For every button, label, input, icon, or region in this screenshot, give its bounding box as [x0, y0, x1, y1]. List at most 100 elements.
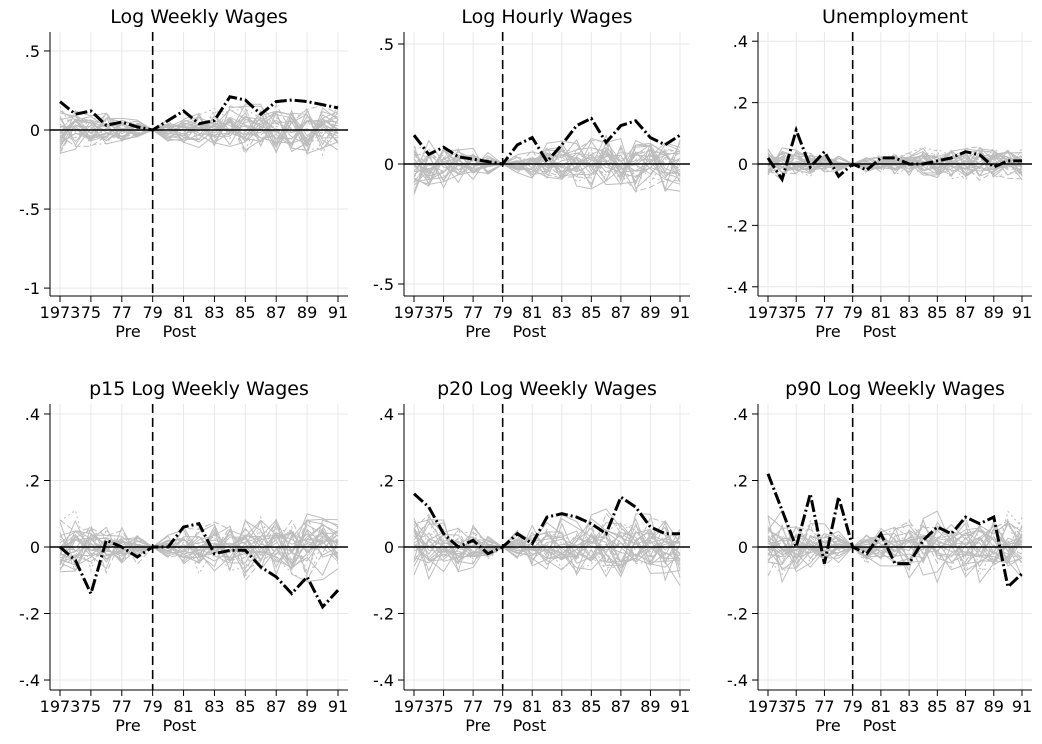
comparison-line — [59, 118, 339, 140]
comparison-line — [59, 519, 339, 572]
x-tick-label: 77 — [814, 697, 834, 716]
x-tick-label: 1973 — [748, 697, 789, 716]
pre-label: Pre — [815, 716, 840, 735]
panel-title: Unemployment — [822, 6, 968, 28]
y-tick-label: -.4 — [19, 671, 40, 690]
x-tick-label: 81 — [173, 303, 193, 322]
comparison-line — [413, 511, 681, 569]
comparison-line — [767, 151, 1023, 178]
x-tick-label: 81 — [871, 697, 891, 716]
y-tick-label: 0 — [30, 121, 40, 140]
x-tick-label: 91 — [328, 697, 348, 716]
y-tick-label: .4 — [379, 405, 394, 424]
x-tick-label: 1973 — [394, 303, 435, 322]
x-tick-label: 75 — [786, 697, 806, 716]
comparison-line — [413, 155, 681, 173]
x-tick-label: 77 — [112, 697, 132, 716]
panel-title: p15 Log Weekly Wages — [89, 378, 309, 400]
comparison-line — [59, 111, 339, 155]
comparison-line — [413, 535, 681, 562]
comparison-line — [59, 523, 339, 577]
comparison-line — [767, 510, 1023, 576]
comparison-line — [767, 533, 1023, 565]
x-tick-label: 81 — [173, 697, 193, 716]
x-tick-label: 85 — [581, 697, 601, 716]
comparison-line — [59, 107, 339, 157]
comparison-line — [767, 157, 1023, 172]
pre-label: Pre — [465, 322, 490, 341]
x-tick-label: 85 — [235, 303, 255, 322]
comparison-line — [59, 524, 339, 563]
y-tick-label: -.2 — [373, 605, 394, 624]
treated-series-line — [766, 473, 1024, 590]
x-tick-label: 81 — [522, 303, 542, 322]
y-tick-label: 0 — [384, 155, 394, 174]
x-tick-label: 85 — [927, 697, 947, 716]
post-label: Post — [863, 322, 896, 341]
post-label: Post — [863, 716, 896, 735]
x-tick-label: 91 — [328, 303, 348, 322]
y-tick-label: -.2 — [727, 216, 748, 235]
comparison-line — [413, 514, 681, 586]
x-tick-label: 77 — [112, 303, 132, 322]
y-tick-label: -.5 — [373, 275, 394, 294]
x-tick-label: 1973 — [394, 697, 435, 716]
x-tick-label: 87 — [955, 303, 975, 322]
y-tick-label: -.2 — [727, 605, 748, 624]
x-tick-label: 87 — [266, 303, 286, 322]
y-tick-label: 0 — [30, 538, 40, 557]
comparison-line — [413, 521, 681, 562]
panel-title: Log Hourly Wages — [461, 6, 632, 28]
comparison-line — [767, 151, 1023, 177]
x-tick-label: 75 — [81, 303, 101, 322]
comparison-line — [59, 103, 339, 156]
x-tick-label: 89 — [640, 303, 660, 322]
comparison-line — [413, 517, 681, 567]
comparison-line — [59, 521, 339, 582]
x-tick-label: 79 — [492, 303, 512, 322]
pre-label: Pre — [815, 322, 840, 341]
y-tick-label: .4 — [25, 405, 40, 424]
comparison-line — [767, 533, 1023, 565]
comparison-line — [767, 529, 1023, 569]
x-tick-label: 1973 — [748, 303, 789, 322]
comparison-line — [413, 530, 681, 563]
y-tick-label: .2 — [379, 471, 394, 490]
comparison-line — [767, 530, 1023, 560]
x-tick-label: 85 — [235, 697, 255, 716]
x-tick-label: 77 — [463, 303, 483, 322]
x-tick-label: 79 — [142, 697, 162, 716]
y-tick-label: -.4 — [373, 671, 394, 690]
panel-title: Log Weekly Wages — [110, 6, 287, 28]
y-tick-label: -.2 — [19, 605, 40, 624]
comparison-line — [59, 527, 339, 562]
comparison-line — [59, 121, 339, 143]
x-tick-label: 85 — [927, 303, 947, 322]
x-tick-label: 75 — [786, 303, 806, 322]
x-tick-label: 79 — [142, 303, 162, 322]
x-tick-label: 89 — [640, 697, 660, 716]
y-tick-label: 0 — [738, 155, 748, 174]
y-tick-label: -.4 — [727, 671, 748, 690]
comparison-line — [413, 146, 681, 182]
comparison-line — [59, 524, 339, 571]
y-tick-label: 0 — [384, 538, 394, 557]
comparison-line — [413, 528, 681, 564]
x-tick-label: 87 — [266, 697, 286, 716]
post-label: Post — [163, 322, 196, 341]
panel-title: p90 Log Weekly Wages — [785, 378, 1005, 400]
comparison-line — [413, 530, 681, 568]
x-tick-label: 91 — [1012, 697, 1032, 716]
treated-series-line — [412, 492, 680, 556]
y-tick-label: -.5 — [19, 200, 40, 219]
post-label: Post — [513, 322, 546, 341]
y-tick-label: .4 — [733, 32, 748, 51]
x-tick-label: 91 — [1012, 303, 1032, 322]
y-tick-label: 0 — [738, 538, 748, 557]
comparison-line — [59, 115, 339, 146]
treated-series-line — [59, 95, 339, 132]
x-tick-label: 79 — [842, 697, 862, 716]
x-tick-label: 79 — [492, 697, 512, 716]
